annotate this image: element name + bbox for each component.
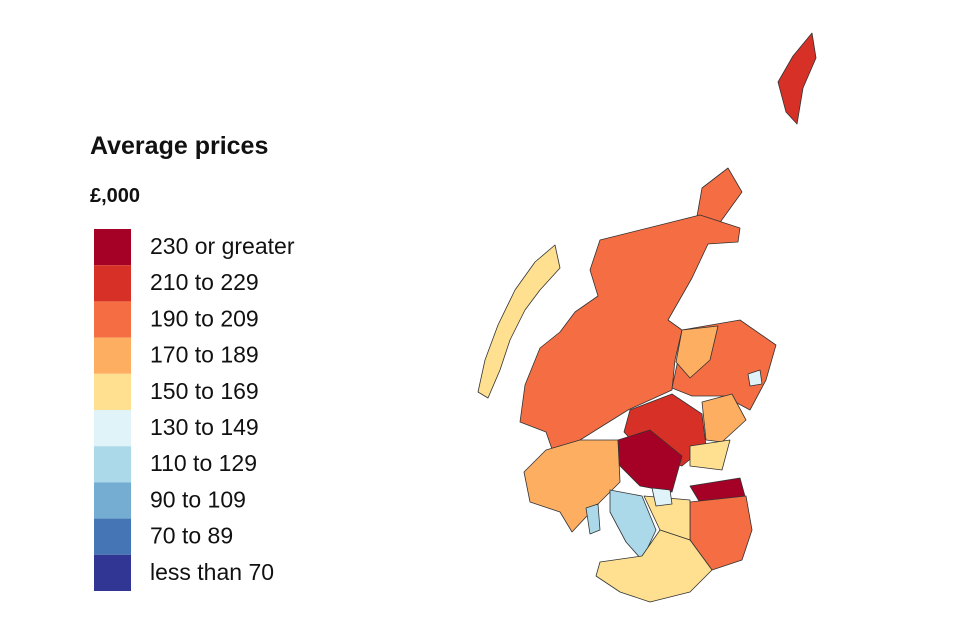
region bbox=[747, 369, 763, 387]
legend-label: 70 to 89 bbox=[150, 523, 233, 549]
legend-label: 150 to 169 bbox=[150, 378, 259, 404]
legend-label: 230 or greater bbox=[150, 233, 295, 259]
legend-label: 190 to 209 bbox=[150, 305, 259, 331]
legend: 230 or greater 210 to 229 190 to 209 170 to… bbox=[94, 229, 295, 591]
region bbox=[523, 439, 621, 533]
legend-swatch bbox=[94, 518, 131, 555]
region bbox=[617, 429, 683, 493]
region bbox=[689, 439, 731, 471]
scotland-map bbox=[477, 32, 817, 603]
legend-swatch bbox=[94, 373, 131, 410]
legend-label: less than 70 bbox=[150, 559, 274, 585]
legend-swatch bbox=[94, 554, 131, 591]
region bbox=[519, 214, 741, 473]
region bbox=[701, 393, 747, 443]
legend-label: 170 to 189 bbox=[150, 342, 259, 368]
region bbox=[777, 32, 817, 125]
legend-title: Average prices bbox=[90, 132, 268, 160]
legend-label: 210 to 229 bbox=[150, 269, 259, 295]
legend-swatch bbox=[94, 410, 131, 447]
legend-swatch bbox=[94, 446, 131, 483]
region bbox=[675, 325, 719, 379]
legend-subtitle: £,000 bbox=[90, 185, 140, 207]
region bbox=[595, 529, 713, 603]
legend-label: 130 to 149 bbox=[150, 414, 259, 440]
region bbox=[477, 244, 561, 399]
legend-swatch bbox=[94, 229, 131, 266]
legend-label: 90 to 109 bbox=[150, 486, 246, 512]
legend-swatch bbox=[94, 265, 131, 302]
legend-swatch bbox=[94, 337, 131, 374]
region bbox=[651, 487, 673, 507]
legend-label: 110 to 129 bbox=[150, 450, 257, 476]
legend-swatch bbox=[94, 301, 131, 338]
region bbox=[585, 503, 601, 535]
legend-swatch bbox=[94, 482, 131, 519]
